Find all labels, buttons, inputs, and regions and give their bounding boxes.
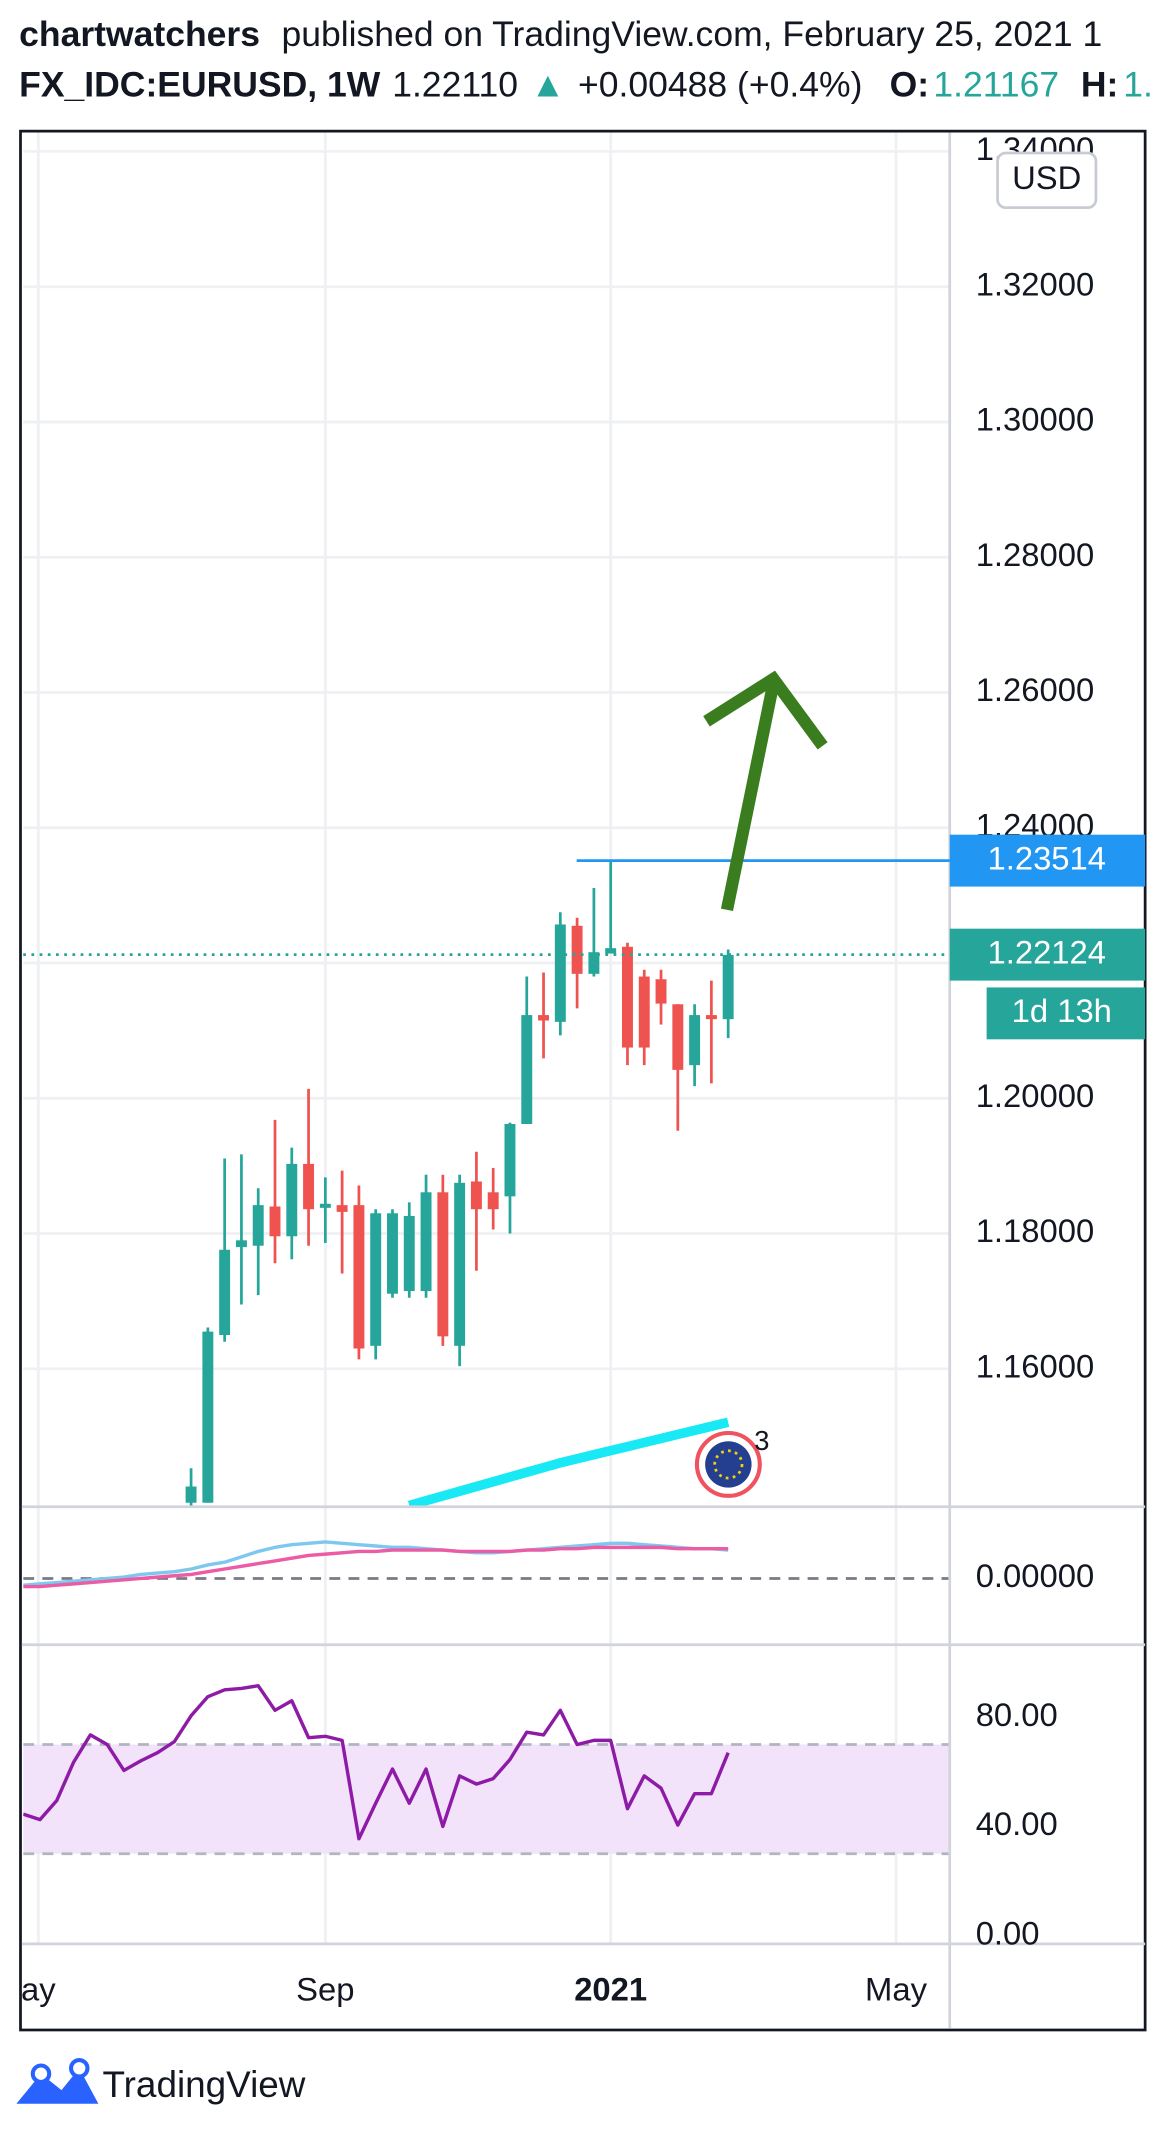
- high-value: 1.: [1123, 65, 1153, 105]
- y-tick-label: 1.18000: [976, 1212, 1095, 1249]
- candle-body: [638, 976, 650, 1048]
- footer-brand: TradingView: [102, 2064, 305, 2105]
- candle-body: [621, 946, 633, 1048]
- candle-body: [319, 1203, 331, 1208]
- candle-body: [554, 924, 566, 1022]
- countdown-box: [986, 987, 1146, 1040]
- candle-body: [403, 1215, 415, 1292]
- candle-body: [235, 1240, 247, 1248]
- symbol: FX_IDC:EURUSD, 1W: [19, 65, 381, 105]
- rsi-band: [23, 1744, 950, 1854]
- open-label: O:: [890, 65, 929, 105]
- macd-pane: [23, 1540, 950, 1589]
- series-line: [23, 1684, 730, 1841]
- rsi-pane: [23, 1684, 950, 1856]
- candle-body: [470, 1181, 482, 1210]
- candle-body: [437, 1192, 449, 1337]
- high-label: H:: [1081, 65, 1118, 105]
- logo-dot: [30, 2063, 52, 2084]
- x-tick-label: ay: [21, 1970, 56, 2007]
- candle-body: [353, 1205, 365, 1349]
- price-box: [949, 834, 1146, 887]
- candle-body: [387, 1213, 398, 1294]
- y-tick-label: 1.32000: [976, 265, 1095, 302]
- x-tick-label: 2021: [574, 1970, 647, 2007]
- price-box: [949, 928, 1146, 981]
- candle-body: [722, 954, 734, 1020]
- x-tick-label: May: [865, 1970, 928, 2007]
- y-tick-label: 1.16000: [976, 1347, 1095, 1384]
- candle-body: [185, 1486, 197, 1503]
- label-layer: aySep2021May1.160001.180001.200001.22000…: [21, 130, 1146, 2007]
- y-tick-label: 80.00: [976, 1696, 1058, 1733]
- candle-body: [672, 1004, 684, 1070]
- y-tick-label: 0.00000: [976, 1557, 1095, 1594]
- badge-count: 3: [754, 1425, 769, 1456]
- candle-body: [286, 1163, 298, 1237]
- y-tick-label: 0.00: [976, 1914, 1040, 1951]
- header-line-1: chartwatchers published on TradingView.c…: [19, 14, 1102, 54]
- candle-body: [588, 952, 600, 974]
- eu-flag: [705, 1441, 752, 1488]
- y-tick-label: 40.00: [976, 1805, 1058, 1842]
- price-box-label: 1.22124: [987, 933, 1106, 970]
- y-tick-label: 1.28000: [976, 536, 1095, 573]
- y-tick-label: 1.26000: [976, 671, 1095, 708]
- price-box-label: 1.23514: [987, 839, 1106, 876]
- y-tick-label: 1.20000: [976, 1077, 1095, 1114]
- candle-body: [303, 1163, 315, 1210]
- event-badge[interactable]: 3: [694, 1425, 770, 1498]
- published: published on TradingView.com, February 2…: [282, 14, 1103, 54]
- x-tick-label: Sep: [296, 1970, 354, 2007]
- candle-body: [252, 1205, 264, 1246]
- candle-body: [487, 1192, 499, 1210]
- candle-body: [689, 1015, 701, 1066]
- countdown: 1d 13h: [1012, 992, 1112, 1029]
- candle-body: [571, 925, 583, 974]
- change-arrow: ▲: [530, 65, 565, 105]
- candle-body: [454, 1182, 466, 1346]
- candle-body: [504, 1123, 516, 1197]
- candle-body: [538, 1015, 550, 1021]
- candle-body: [605, 948, 617, 954]
- y-tick-label: 1.30000: [976, 401, 1095, 438]
- candle-body: [705, 1015, 717, 1020]
- grid-layer: [23, 132, 950, 1943]
- series-line: [407, 1417, 730, 1507]
- candle-body: [655, 979, 667, 1004]
- header-line-2: FX_IDC:EURUSD, 1W 1.22110 ▲ +0.00488 (+0…: [19, 65, 1153, 105]
- logo-dot: [69, 2057, 90, 2079]
- open-value: 1.21167: [933, 65, 1059, 105]
- footer-logo: [16, 2057, 99, 2104]
- candle-body: [269, 1206, 281, 1237]
- change: +0.00488 (+0.4%): [578, 65, 862, 105]
- candle-body: [370, 1213, 382, 1346]
- last-price: 1.22110: [392, 65, 518, 105]
- candle-body: [202, 1331, 214, 1503]
- candle-body: [420, 1192, 432, 1292]
- currency-box[interactable]: [996, 151, 1098, 210]
- eu-stars: [713, 1449, 744, 1480]
- currency: USD: [1012, 159, 1081, 196]
- candle-body: [521, 1015, 533, 1124]
- drawn-arrow: [703, 670, 828, 912]
- main-pane: [185, 860, 734, 1507]
- chart-frame: [19, 129, 1147, 2032]
- candle-body: [219, 1249, 231, 1335]
- candle-body: [336, 1205, 348, 1212]
- series-line: [23, 1545, 729, 1589]
- author: chartwatchers: [19, 14, 260, 54]
- series-line: [23, 1540, 729, 1587]
